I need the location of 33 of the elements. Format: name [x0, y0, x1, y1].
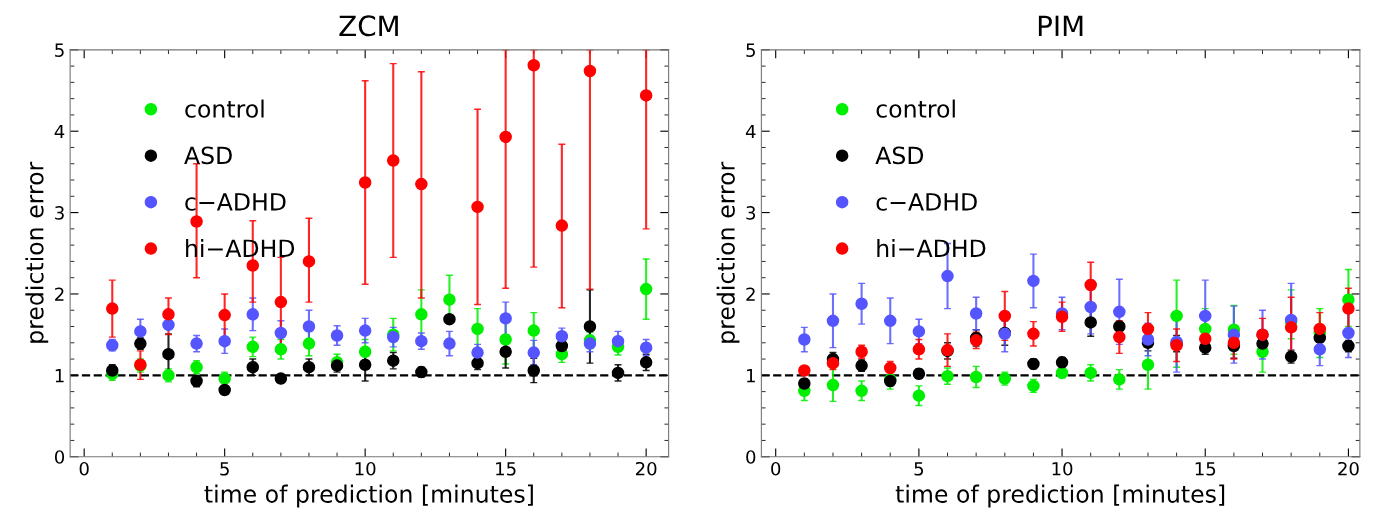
y-tick-label: 2 — [55, 287, 64, 301]
y-tick-label: 0 — [54, 450, 65, 464]
y-tick-label: 3 — [55, 206, 64, 220]
y-tick-label: 5 — [746, 43, 755, 57]
x-tick-label: 20 — [1338, 461, 1359, 476]
x-tick-label: 0 — [771, 461, 781, 476]
y-tick-label: 1 — [747, 369, 755, 383]
x-tick-label: 15 — [496, 462, 516, 476]
x-tick-label: 10 — [1052, 461, 1073, 476]
legend-label: control — [876, 99, 955, 118]
chart-title: ZCM — [339, 15, 398, 37]
chart-title: PIM — [1038, 15, 1083, 36]
y-axis-title: prediction error — [716, 161, 740, 343]
x-tick-label: 10 — [355, 461, 376, 476]
x-tick-label: 5 — [220, 462, 229, 476]
legend-label: ASD — [184, 146, 232, 165]
x-axis-title: time of prediction [minutes] — [204, 484, 533, 508]
y-tick-label: 1 — [55, 369, 64, 383]
y-tick-label: 4 — [745, 124, 756, 139]
legend-label: ASD — [875, 146, 924, 165]
y-tick-label: 4 — [54, 124, 65, 139]
y-tick-label: 2 — [746, 287, 755, 301]
x-tick-label: 5 — [914, 462, 924, 476]
legend-label: c−ADHD — [876, 193, 977, 211]
y-tick-label: 5 — [55, 43, 64, 57]
legend-label: control — [185, 99, 264, 118]
x-tick-label: 15 — [1195, 462, 1216, 476]
x-tick-label: 20 — [635, 461, 657, 476]
y-tick-label: 3 — [746, 206, 756, 220]
y-axis-title: prediction error — [25, 161, 49, 343]
x-tick-label: 0 — [79, 461, 89, 476]
y-tick-label: 0 — [746, 450, 756, 464]
x-axis-title: time of prediction [minutes] — [895, 484, 1225, 508]
